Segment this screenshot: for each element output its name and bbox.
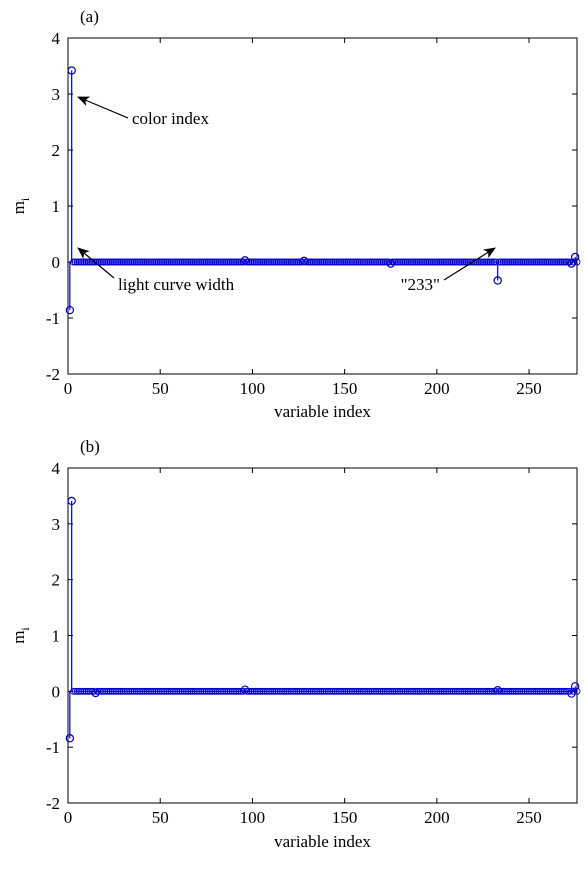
x-tick-label: 100 [240, 808, 266, 827]
stem-point [570, 252, 580, 262]
panel-label: (b) [80, 437, 100, 456]
x-tick-label: 150 [332, 379, 358, 398]
x-tick-label: 150 [332, 808, 358, 827]
annotation-arrow [77, 96, 129, 119]
stem-point [65, 305, 75, 315]
y-tick-label: 3 [52, 515, 61, 534]
panel-label: (a) [80, 7, 99, 26]
stem-point [570, 682, 580, 691]
x-tick-label: 0 [64, 379, 73, 398]
stem-point [299, 256, 309, 266]
y-tick-label: 4 [52, 29, 61, 48]
annotation-label: "233" [401, 275, 440, 294]
annotation-arrow [77, 247, 115, 279]
annotation-label: light curve width [118, 275, 235, 294]
axes-frame [67, 37, 578, 375]
y-tick-label: 2 [52, 571, 61, 590]
stem-point [567, 689, 576, 698]
annotation-arrow [443, 247, 496, 281]
y-tick-label: -2 [46, 794, 60, 813]
stem-point [386, 259, 395, 268]
y-tick-label: 1 [52, 627, 61, 646]
x-tick-label: 250 [516, 808, 542, 827]
annotation-label: color index [132, 109, 209, 128]
stem-point [65, 734, 75, 743]
y-tick-label: 3 [52, 85, 61, 104]
y-tick-label: 1 [52, 197, 61, 216]
x-tick-label: 250 [516, 379, 542, 398]
stem-point [493, 686, 502, 695]
stem-point [240, 685, 250, 694]
x-axis-label: variable index [274, 402, 371, 421]
stem-point [567, 259, 576, 268]
panel-a: 0 50 100 150 200 250 -2 -1 0 1 2 3 4 (a) variable inde… [9, 7, 581, 421]
x-tick-label: 50 [152, 808, 169, 827]
stem-point [67, 66, 76, 75]
y-tick-label: 4 [52, 459, 61, 478]
y-tick-label: -2 [46, 365, 60, 384]
y-tick-label: 2 [52, 141, 61, 160]
stem-point [240, 256, 250, 265]
y-axis-label: mi [9, 627, 32, 644]
stem-point [91, 688, 100, 698]
x-tick-label: 0 [64, 808, 73, 827]
y-tick-label: 0 [52, 253, 61, 272]
y-axis-label: mi [9, 197, 32, 214]
axes-frame [67, 467, 578, 804]
stem-point [67, 496, 76, 506]
y-tick-label: 0 [52, 682, 61, 701]
x-axis-label: variable index [274, 832, 371, 851]
stem-point [493, 276, 502, 285]
x-tick-label: 50 [152, 379, 169, 398]
y-tick-label: -1 [46, 738, 60, 757]
x-tick-label: 100 [240, 379, 266, 398]
x-tick-label: 200 [424, 808, 450, 827]
y-tick-label: -1 [46, 309, 60, 328]
x-tick-label: 200 [424, 379, 450, 398]
panel-b: 0 50 100 150 200 250 -2 -1 0 1 2 3 4 (b) variable inde… [9, 437, 581, 851]
